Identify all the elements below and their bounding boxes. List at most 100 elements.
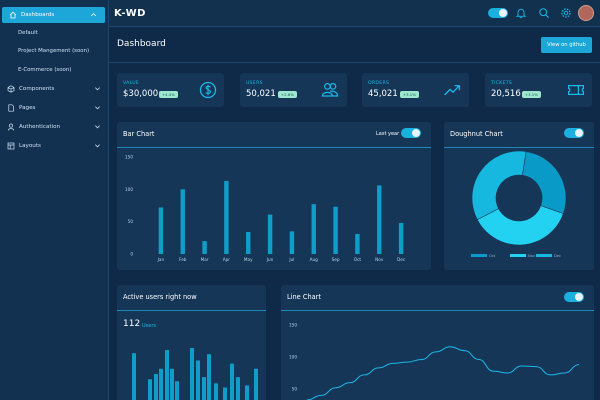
sidebar-item-dashboards[interactable]: Dashboards bbox=[2, 7, 105, 23]
users-icon bbox=[321, 83, 339, 97]
x-tick-label: May bbox=[244, 257, 253, 262]
bell-icon[interactable] bbox=[515, 7, 527, 19]
bar bbox=[180, 189, 185, 254]
y-tick-label: 150 bbox=[289, 323, 297, 328]
chevron-down-icon bbox=[95, 125, 100, 129]
last-year-toggle[interactable] bbox=[401, 128, 421, 138]
doughnut-chart: Oct Nov Dec bbox=[471, 150, 567, 258]
active-users-chart bbox=[132, 348, 258, 400]
panel-title: Doughnut Chart bbox=[450, 130, 503, 138]
view-on-github-button[interactable]: View on github bbox=[541, 37, 592, 53]
active-users-bar bbox=[202, 377, 206, 400]
sidebar-item-layouts[interactable]: Layouts bbox=[0, 138, 109, 154]
x-tick-label: Jul bbox=[288, 257, 294, 262]
user-icon bbox=[7, 123, 15, 131]
panel-divider bbox=[117, 310, 266, 311]
box-icon bbox=[7, 85, 15, 93]
x-tick-label: Mar bbox=[201, 257, 209, 262]
sidebar-item-pages[interactable]: Pages bbox=[0, 100, 109, 116]
active-users-bar bbox=[254, 368, 258, 400]
doughnut-chart-panel: Doughnut Chart Oct Nov Dec bbox=[444, 122, 594, 270]
stat-badge: +2.6% bbox=[278, 91, 297, 98]
stat-card-value: VALUE $30,000 +4.4% bbox=[117, 73, 224, 107]
active-users-bar bbox=[159, 368, 163, 400]
file-icon bbox=[7, 104, 15, 112]
chevron-up-icon bbox=[91, 13, 96, 17]
brand-logo[interactable]: K-WD bbox=[114, 8, 146, 19]
x-tick-label: Oct bbox=[354, 257, 362, 262]
stat-label: TICKETS bbox=[491, 81, 513, 86]
chevron-down-icon bbox=[95, 87, 100, 91]
stat-badge: +3.1% bbox=[400, 91, 419, 98]
legend-label: Oct bbox=[489, 254, 496, 258]
line-toggle[interactable] bbox=[564, 292, 584, 302]
x-tick-label: Sep bbox=[332, 257, 340, 262]
sidebar-subitem-default[interactable]: Default bbox=[18, 30, 38, 36]
stat-value: $30,000 bbox=[123, 89, 159, 99]
y-tick-label: 0 bbox=[130, 252, 133, 257]
active-users-bar bbox=[132, 353, 136, 400]
bar-chart: 0 50 100 150 Jan Feb Mar Apr May Jun Jul Aug Sep Oct N… bbox=[125, 155, 406, 263]
active-users-bar bbox=[230, 363, 234, 400]
y-tick-label: 50 bbox=[292, 387, 298, 392]
panel-divider bbox=[117, 147, 431, 148]
sidebar-item-authentication[interactable]: Authentication bbox=[0, 119, 109, 135]
x-tick-label: Jan bbox=[157, 257, 165, 262]
doughnut-slice bbox=[522, 151, 567, 214]
active-users-bar bbox=[175, 381, 179, 400]
stat-card-orders: ORDERS 45,021 +3.1% bbox=[362, 73, 469, 107]
page-header: Dashboard View on github bbox=[109, 27, 600, 63]
doughnut-toggle[interactable] bbox=[564, 128, 584, 138]
legend-swatch bbox=[510, 254, 526, 257]
panel-title: Active users right now bbox=[123, 293, 197, 301]
y-tick-label: 150 bbox=[125, 155, 133, 160]
stat-value: 50,021 bbox=[246, 89, 276, 99]
bar bbox=[398, 222, 404, 254]
chevron-down-icon bbox=[95, 144, 100, 148]
sidebar-subitem-ecommerce[interactable]: E-Commerce (soon) bbox=[18, 67, 72, 73]
doughnut-slice bbox=[476, 205, 564, 246]
bar bbox=[377, 185, 382, 254]
stat-card-tickets: TICKETS 20,516 +3.1% bbox=[485, 73, 592, 107]
last-year-label: Last year bbox=[376, 131, 400, 137]
sidebar-item-label: Components bbox=[19, 86, 55, 92]
dollar-icon bbox=[199, 81, 217, 99]
legend-swatch bbox=[536, 254, 552, 257]
stat-label: USERS bbox=[246, 81, 263, 86]
sidebar-item-components[interactable]: Components bbox=[0, 81, 109, 97]
bar bbox=[246, 232, 251, 254]
active-users-bar bbox=[165, 350, 169, 400]
active-users-bar bbox=[190, 348, 194, 400]
theme-toggle[interactable] bbox=[488, 8, 508, 18]
legend-label: Nov bbox=[528, 254, 536, 258]
line-chart-panel: Line Chart 50 100 150 bbox=[281, 285, 594, 400]
page-title: Dashboard bbox=[117, 39, 166, 49]
sidebar: Dashboards Default Project Mangement (so… bbox=[0, 0, 109, 400]
doughnut-slice bbox=[471, 150, 527, 221]
panel-title: Line Chart bbox=[287, 293, 321, 301]
x-tick-label: Feb bbox=[179, 257, 187, 262]
y-tick-label: 50 bbox=[128, 219, 134, 224]
y-tick-label: 100 bbox=[289, 355, 297, 360]
active-users-panel: Active users right now 112 Users bbox=[117, 285, 266, 400]
active-users-bar bbox=[223, 387, 227, 400]
x-tick-label: Aug bbox=[310, 257, 319, 262]
active-users-unit: Users bbox=[142, 323, 157, 329]
active-users-bar bbox=[154, 374, 158, 400]
x-tick-label: Jun bbox=[266, 257, 274, 262]
stat-label: ORDERS bbox=[368, 81, 390, 86]
bar bbox=[202, 241, 207, 254]
stat-badge: +3.1% bbox=[522, 91, 541, 98]
x-tick-label: Nov bbox=[375, 257, 384, 262]
bar bbox=[355, 233, 360, 254]
stat-value: 45,021 bbox=[368, 89, 398, 99]
search-icon[interactable] bbox=[538, 7, 550, 19]
sidebar-subitem-project[interactable]: Project Mangement (soon) bbox=[18, 48, 90, 54]
active-users-count: 112 bbox=[123, 319, 141, 329]
avatar[interactable] bbox=[578, 5, 594, 21]
y-tick-label: 100 bbox=[125, 187, 133, 192]
panel-divider bbox=[281, 310, 594, 311]
active-users-bar bbox=[245, 385, 249, 400]
bar bbox=[289, 231, 295, 254]
gear-icon[interactable] bbox=[560, 7, 572, 19]
